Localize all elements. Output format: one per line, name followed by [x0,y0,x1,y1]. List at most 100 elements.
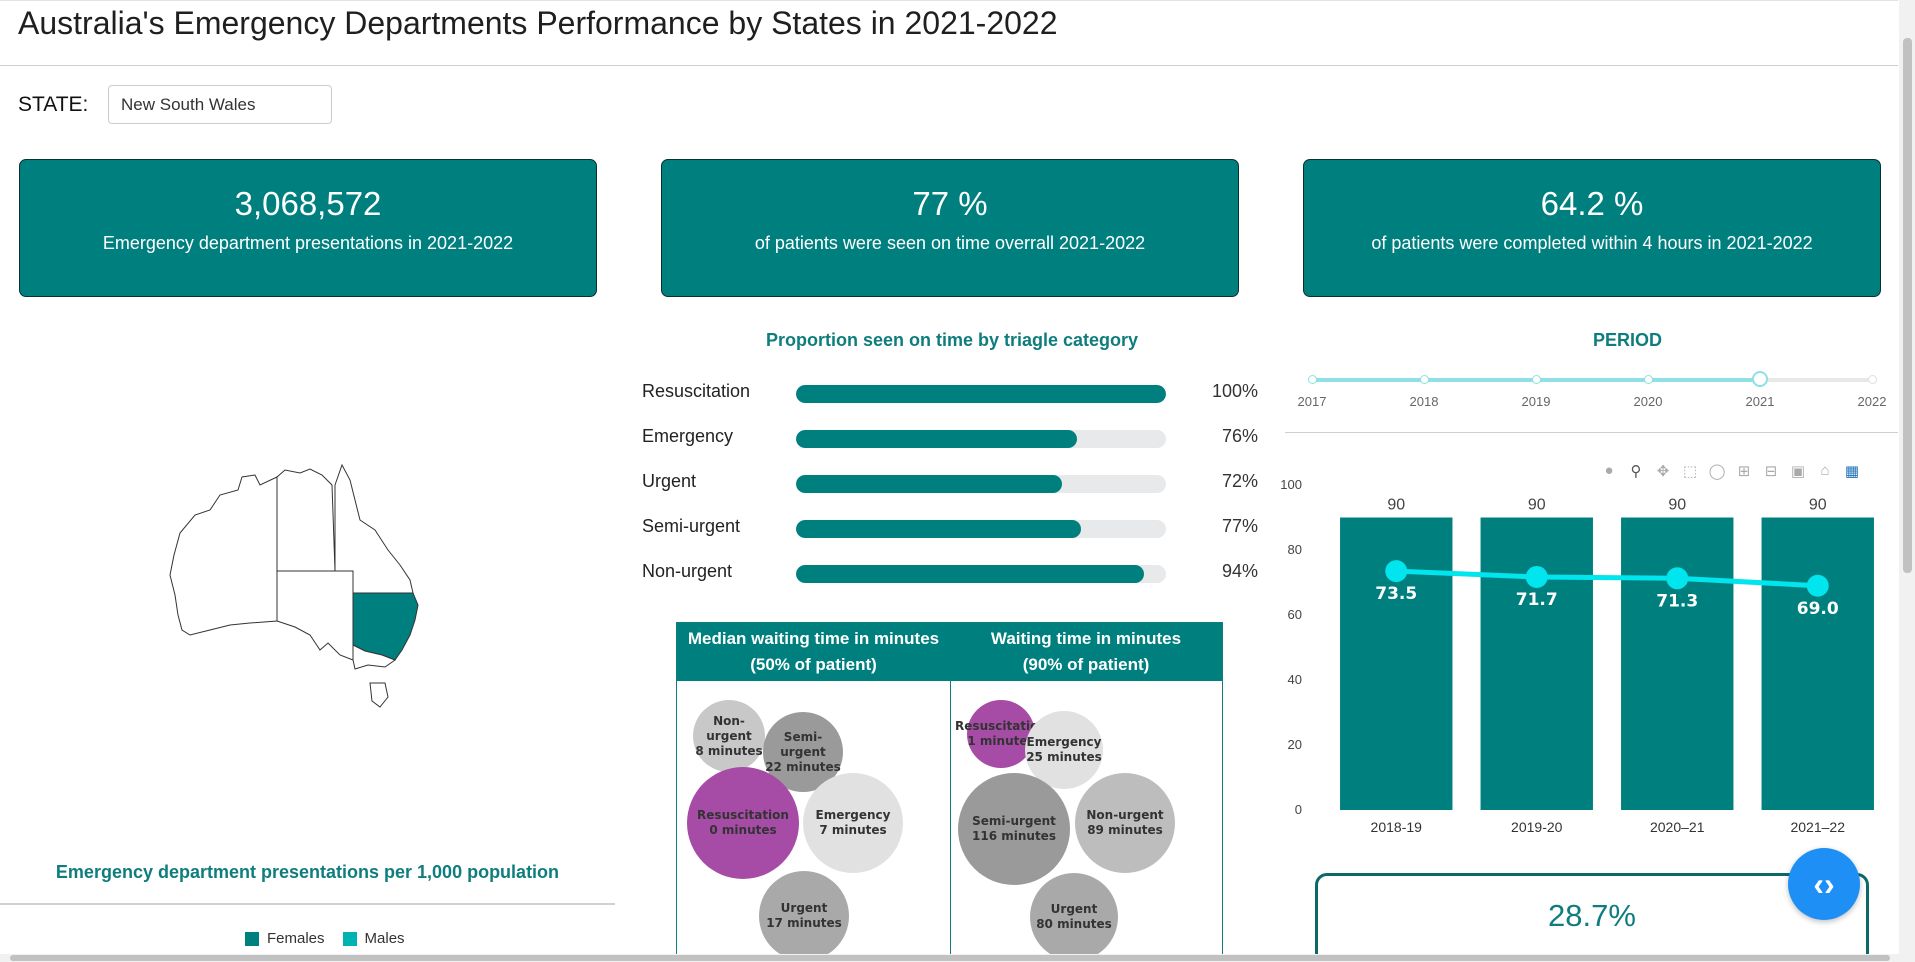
legend-item-males[interactable]: Males [342,930,405,947]
triage-label: Emergency [642,426,734,446]
map-state-vic[interactable] [352,644,397,670]
kpi-value: 64.2 % [1540,185,1644,222]
progress-fill [796,430,1078,448]
section-divider [0,903,615,905]
header-line: (90% of patient) [1022,655,1150,674]
triage-row-non-urgent: Non-urgent 94% [642,561,1262,585]
x-tick-label: 2020–21 [1650,819,1705,835]
bubble-name: Semi-urgent [780,729,826,759]
bubble-p90-semi-urgent[interactable]: Semi-urgent 116 minutes [958,773,1070,885]
zoom-out-icon[interactable]: ⊟ [1764,463,1778,480]
kpi-description: Emergency department presentations in 20… [102,233,514,253]
slider-dot[interactable] [1868,375,1877,384]
map-state-sa[interactable] [276,570,354,661]
zoom-icon[interactable]: ⚲ [1630,463,1642,480]
map-state-tas[interactable] [369,682,389,708]
bubble-name: Non-urgent [706,713,752,743]
bubble-name: Emergency [815,808,891,822]
slider-dot[interactable] [1532,375,1541,384]
bubble-name: Urgent [780,901,828,915]
trend-value-label: 71.7 [1516,590,1558,610]
progress-fill [796,385,1166,403]
horizontal-scrollbar[interactable] [0,954,1899,962]
bubble-p90-urgent[interactable]: Urgent 80 minutes [1030,873,1118,961]
bubble-median-non-urgent[interactable]: Non-urgent 8 minutes [693,700,765,772]
legend-swatch-males [342,931,357,946]
legend-label: Males [364,930,405,947]
box-select-icon[interactable]: ⬚ [1682,463,1698,480]
bubble-name: Semi-urgent [972,814,1056,828]
x-tick-label: 2019-20 [1511,819,1563,835]
australia-map[interactable] [160,455,450,715]
map-state-wa[interactable] [169,474,278,636]
triage-chart-title: Proportion seen on time by triagle categ… [765,330,1139,350]
bubble-median-emergency[interactable]: Emergency 7 minutes [803,773,903,873]
state-dropdown[interactable] [108,85,332,124]
bubble-value: 22 minutes [765,759,841,774]
scrollbar-thumb[interactable] [10,955,1890,961]
bubble-p90-non-urgent[interactable]: Non-urgent 89 minutes [1075,773,1175,873]
progress-fill [796,565,1144,583]
bubble-p90-resuscitation[interactable]: Resuscitation 1 minutes [955,700,1047,768]
triage-percentage: 72% [1221,471,1258,491]
code-toggle-button[interactable]: ‹› [1788,848,1860,920]
slider-mark-label[interactable]: 2017 [1297,394,1327,409]
slider-dot[interactable] [1420,375,1429,384]
camera-icon[interactable]: ● [1604,462,1614,479]
progress-track [796,385,1166,403]
bubble-value: 7 minutes [819,823,887,837]
slider-dot[interactable] [1644,375,1653,384]
triage-label: Non-urgent [642,561,733,581]
legend-label: Females [267,930,325,947]
page-title: Australia's Emergency Departments Perfor… [18,5,1058,41]
map-caption: Emergency department presentations per 1… [55,862,560,882]
column-divider [950,681,951,962]
slider-dot[interactable] [1308,375,1317,384]
triage-row-urgent: Urgent 72% [642,471,1262,495]
y-tick-label: 40 [1288,672,1302,687]
period-slider[interactable]: 2017 2018 2019 2020 2021 2022 [1298,371,1886,412]
slider-mark-label[interactable]: 2018 [1409,394,1439,409]
kpi-card-presentations: 3,068,572 Emergency department presentat… [19,159,597,297]
bar [1761,517,1874,810]
trend-point [1525,565,1548,588]
plotly-logo-icon[interactable]: ▦ [1844,463,1860,480]
bubble-value: 80 minutes [1036,917,1112,931]
slider-mark-label[interactable]: 2020 [1633,394,1663,409]
pan-icon[interactable]: ✥ [1656,463,1670,480]
lasso-icon[interactable]: ◯ [1708,463,1726,480]
triage-percentage: 76% [1221,426,1258,446]
header-line: Median waiting time in minutes [687,629,940,648]
slider-handle[interactable] [1752,371,1768,387]
bar-value-label: 90 [1387,497,1405,514]
x-tick-label: 2021–22 [1790,819,1845,835]
admission-value: 28.7% [1548,898,1636,933]
progress-track [796,520,1166,538]
bar-value-label: 90 [1528,497,1546,514]
bubble-name: Resuscitation [955,719,1047,733]
slider-mark-label[interactable]: 2021 [1745,394,1775,409]
slider-mark-label[interactable]: 2022 [1857,394,1887,409]
map-state-nt[interactable] [276,468,336,572]
yearly-performance-chart[interactable]: 0 20 40 60 80 100 90 2018-19 90 2019-20 90 2020–21 9… [1270,470,1890,850]
bar-value-label: 90 [1809,497,1827,514]
vertical-scrollbar[interactable] [1899,0,1915,962]
progress-track [796,475,1166,493]
legend-item-females[interactable]: Females [245,930,325,947]
slider-mark-label[interactable]: 2019 [1521,394,1551,409]
bubble-p90-emergency[interactable]: Emergency 25 minutes [1025,711,1103,789]
bubble-value: 8 minutes [695,743,763,758]
legend-swatch-females [245,931,259,946]
section-divider [1285,432,1898,433]
bubble-median-semi-urgent[interactable]: Semi-urgent 22 minutes [763,712,843,792]
bubble-median-resuscitation[interactable]: Resuscitation 0 minutes [687,767,799,879]
zoom-in-icon[interactable]: ⊞ [1737,463,1751,480]
bar [1480,517,1593,810]
scrollbar-thumb[interactable] [1903,38,1912,573]
kpi-card-seen-on-time: 77 % of patients were seen on time overr… [661,159,1239,297]
bubble-median-urgent[interactable]: Urgent 17 minutes [759,871,849,961]
home-icon[interactable]: ⌂ [1820,462,1830,479]
page-header: Australia's Emergency Departments Perfor… [0,0,1898,66]
progress-track [796,565,1166,583]
autoscale-icon[interactable]: ▣ [1790,463,1806,480]
